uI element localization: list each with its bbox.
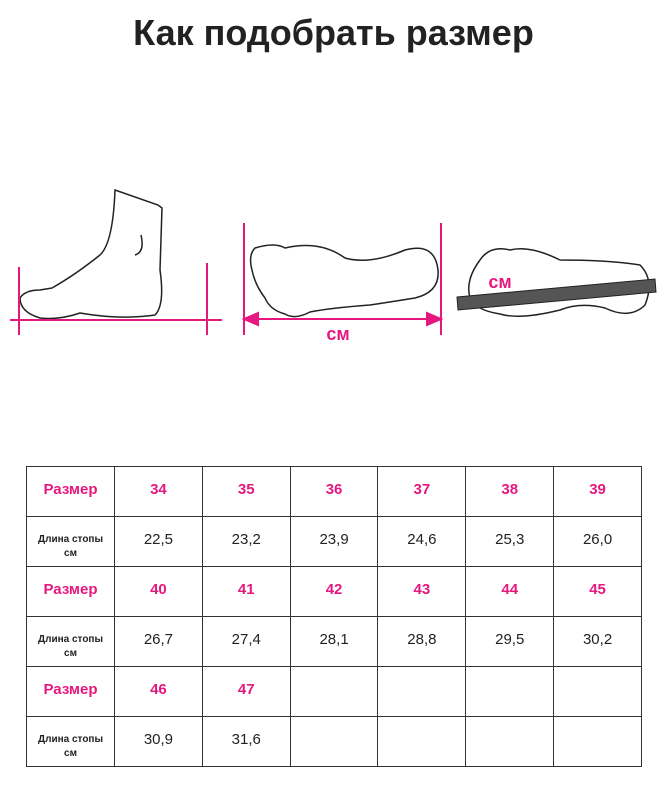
size-cell <box>553 666 642 717</box>
size-cell: 45 <box>553 566 642 617</box>
size-cell: 40 <box>114 566 203 617</box>
length-cell: 30,9 <box>114 716 203 767</box>
length-row: Длина стопы см 26,7 27,4 28,1 28,8 29,5 30,2 <box>26 616 642 667</box>
size-cell: 34 <box>114 466 203 517</box>
size-cell: 41 <box>201 566 291 617</box>
length-label: Длина стопы см <box>26 616 115 667</box>
length-label-text: Длина стопы <box>37 734 104 745</box>
size-cell: 37 <box>377 466 467 517</box>
foot-measurement-illustration: см см <box>10 188 657 344</box>
unit-label-1: см <box>326 324 349 344</box>
length-label-unit: см <box>64 548 77 559</box>
length-label: Длина стопы см <box>26 516 115 567</box>
size-label: Размер <box>26 666 115 717</box>
length-row: Длина стопы см 22,5 23,2 23,9 24,6 25,3 26,0 <box>26 516 642 567</box>
size-label: Размер <box>26 466 115 517</box>
length-cell: 26,7 <box>114 616 203 667</box>
length-cell: 23,2 <box>201 516 291 567</box>
length-cell: 31,6 <box>201 716 291 767</box>
size-cell: 46 <box>114 666 203 717</box>
length-row: Длина стопы см 30,9 31,6 <box>26 716 642 767</box>
size-row: Размер 46 47 <box>26 666 642 717</box>
length-cell <box>377 716 467 767</box>
size-cell <box>377 666 467 717</box>
length-cell <box>465 716 555 767</box>
length-cell: 28,1 <box>289 616 379 667</box>
ruler-icon <box>456 278 657 311</box>
length-label-text: Длина стопы <box>37 534 104 545</box>
length-cell: 30,2 <box>553 616 642 667</box>
foot-outline-icon <box>249 244 439 318</box>
length-label: Длина стопы см <box>26 716 115 767</box>
width-arrow <box>241 223 444 335</box>
size-row: Размер 34 35 36 37 38 39 <box>26 466 642 517</box>
length-cell <box>553 716 642 767</box>
size-cell <box>289 666 379 717</box>
size-cell: 42 <box>289 566 379 617</box>
length-label-text: Длина стопы <box>37 634 104 645</box>
size-cell <box>465 666 555 717</box>
length-cell <box>289 716 379 767</box>
length-cell: 25,3 <box>465 516 555 567</box>
unit-label-2: см <box>488 272 511 292</box>
size-cell: 36 <box>289 466 379 517</box>
size-cell: 47 <box>201 666 291 717</box>
size-row: Размер 40 41 42 43 44 45 <box>26 566 642 617</box>
size-cell: 38 <box>465 466 555 517</box>
length-cell: 26,0 <box>553 516 642 567</box>
size-cell: 44 <box>465 566 555 617</box>
size-cell: 39 <box>553 466 642 517</box>
size-label: Размер <box>26 566 115 617</box>
length-label-unit: см <box>64 748 77 759</box>
length-cell: 22,5 <box>114 516 203 567</box>
length-label-unit: см <box>64 648 77 659</box>
size-chart-table: Размер 34 35 36 37 38 39 Длина стопы см 22,5 23,2 2… <box>26 466 642 767</box>
length-cell: 23,9 <box>289 516 379 567</box>
length-cell: 24,6 <box>377 516 467 567</box>
length-cell: 28,8 <box>377 616 467 667</box>
side-foot-icon <box>19 188 163 320</box>
length-cell: 27,4 <box>201 616 291 667</box>
size-cell: 43 <box>377 566 467 617</box>
page-title: Как подобрать размер <box>133 12 534 53</box>
side-measure-lines <box>10 263 222 335</box>
length-cell: 29,5 <box>465 616 555 667</box>
size-cell: 35 <box>201 466 291 517</box>
